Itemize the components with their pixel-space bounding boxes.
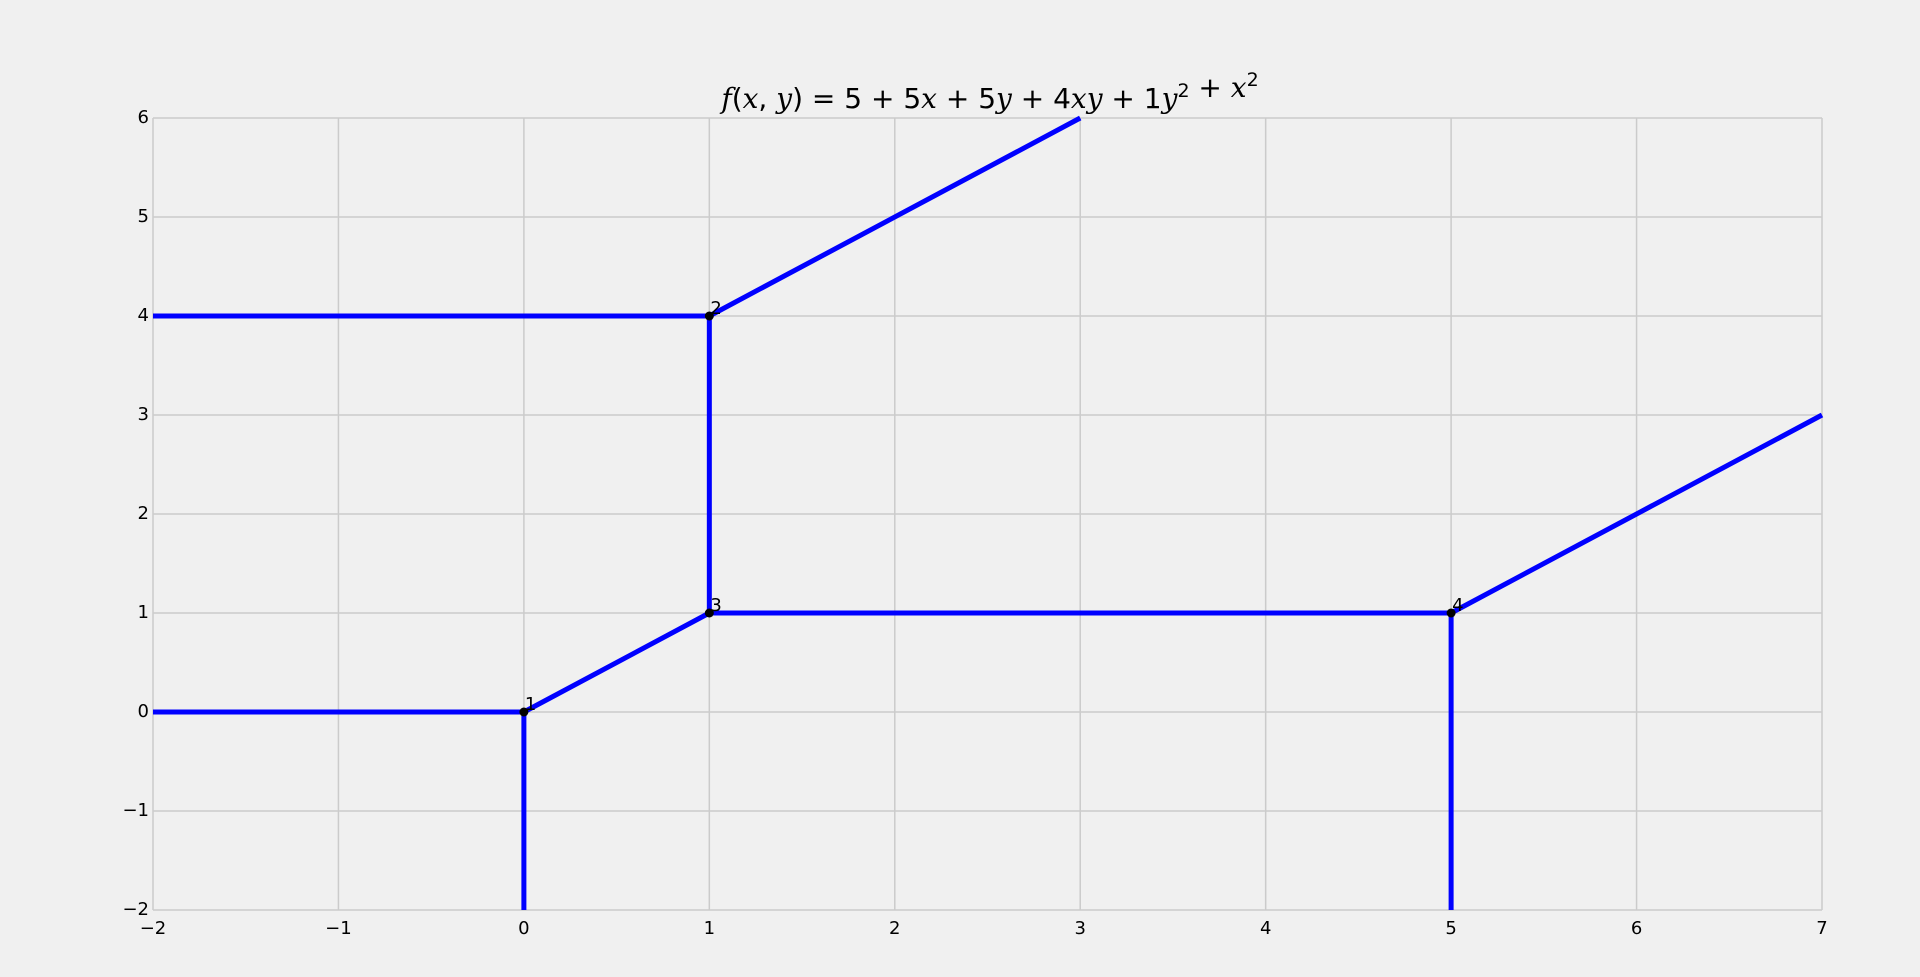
chart-title-part: + 4 xyxy=(1012,82,1071,115)
chart-title: f(x, y) = 5 + 5x + 5y + 4xy + 1y2 + x2 xyxy=(719,69,1258,115)
data-point-marker xyxy=(519,707,529,717)
x-tick-label: 4 xyxy=(1260,918,1271,939)
y-tick-label: 1 xyxy=(138,602,149,623)
chart-title-part: x xyxy=(921,82,937,115)
chart-title-part: , xyxy=(758,82,776,115)
chart-title-part: 2 xyxy=(1247,69,1259,91)
y-tick-label: 6 xyxy=(138,107,149,128)
x-axis-ticks: −2 −1 0 1 2 3 4 5 6 7 xyxy=(140,918,1828,939)
series-lines xyxy=(153,115,1824,910)
chart-title-part: y xyxy=(994,82,1013,115)
x-tick-label: 7 xyxy=(1816,918,1827,939)
chart-title-part: + 1 xyxy=(1103,82,1162,115)
data-point-marker xyxy=(704,311,714,321)
x-tick-label: −2 xyxy=(140,918,167,939)
chart-title-part: y xyxy=(774,82,793,115)
y-axis-ticks: −2 −1 0 1 2 3 4 5 6 xyxy=(122,107,149,920)
chart-title-part: ( xyxy=(732,82,743,115)
data-point-marker xyxy=(1446,608,1456,618)
chart-title-part: x xyxy=(743,82,759,115)
series-line xyxy=(708,115,1082,319)
chart-title-part: y xyxy=(1160,82,1179,115)
x-tick-label: 3 xyxy=(1074,918,1085,939)
y-tick-label: −1 xyxy=(122,800,149,821)
y-tick-label: 5 xyxy=(138,206,149,227)
y-tick-label: 2 xyxy=(138,503,149,524)
x-tick-label: 6 xyxy=(1631,918,1642,939)
x-tick-label: 5 xyxy=(1445,918,1456,939)
data-points: 1 2 3 4 xyxy=(519,298,1464,717)
data-point-label: 3 xyxy=(710,595,721,616)
chart-title-part: + 5 xyxy=(937,82,996,115)
x-tick-label: 0 xyxy=(518,918,529,939)
x-tick-label: 1 xyxy=(704,918,715,939)
data-point-marker xyxy=(704,608,714,618)
x-tick-label: 2 xyxy=(889,918,900,939)
y-tick-label: 0 xyxy=(138,701,149,722)
chart-title-part: + xyxy=(1190,71,1231,104)
data-point-label: 2 xyxy=(710,298,721,319)
x-tick-label: −1 xyxy=(325,918,352,939)
y-tick-label: −2 xyxy=(122,899,149,920)
chart-title-part: x xyxy=(1231,71,1247,104)
series-line xyxy=(1449,412,1824,616)
chart-title-part: xy xyxy=(1071,82,1104,115)
chart-title-part: ) = 5 + 5 xyxy=(792,82,921,115)
data-point-label: 4 xyxy=(1452,595,1463,616)
chart-title-part: 2 xyxy=(1177,80,1189,102)
y-tick-label: 4 xyxy=(138,305,149,326)
y-tick-label: 3 xyxy=(138,404,149,425)
data-point-label: 1 xyxy=(525,694,536,715)
series-line xyxy=(522,610,711,715)
